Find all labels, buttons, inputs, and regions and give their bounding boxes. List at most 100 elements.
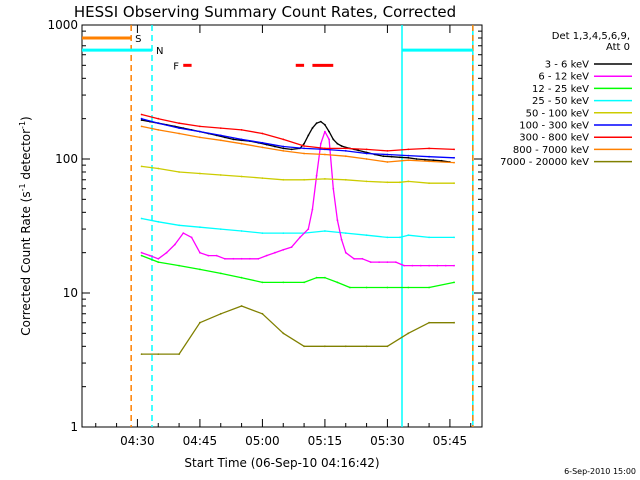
series-point-5 xyxy=(261,141,264,144)
series-point-8 xyxy=(365,345,368,348)
series-point-4 xyxy=(344,178,347,181)
series-point-4 xyxy=(303,178,305,181)
series-line-8 xyxy=(141,305,455,355)
series-point-7 xyxy=(365,158,368,160)
series-point-2 xyxy=(199,268,201,271)
series-point-1 xyxy=(344,251,347,254)
series-point-6 xyxy=(282,138,285,141)
series-point-1 xyxy=(257,257,260,260)
series-point-1 xyxy=(453,264,455,267)
series-point-8 xyxy=(407,332,410,335)
series-point-7 xyxy=(240,142,243,145)
series-line-5 xyxy=(141,118,455,159)
series-point-4 xyxy=(399,181,401,184)
x-axis-label: Start Time (06-Sep-10 04:16:42) xyxy=(184,456,379,470)
series-line-2 xyxy=(141,254,455,289)
series-point-1 xyxy=(332,187,335,190)
series-point-4 xyxy=(140,165,143,168)
series-point-2 xyxy=(365,286,368,289)
legend-label-6: 300 - 800 keV xyxy=(519,133,589,144)
series-point-8 xyxy=(178,353,181,355)
legend-label-0: 3 - 6 keV xyxy=(545,60,589,71)
series-point-4 xyxy=(282,178,285,181)
series-point-1 xyxy=(311,208,314,211)
series-point-3 xyxy=(428,236,430,239)
series-point-7 xyxy=(140,125,143,128)
series-point-1 xyxy=(403,264,405,267)
series-point-7 xyxy=(324,153,326,156)
series-point-3 xyxy=(399,236,401,239)
series-point-7 xyxy=(282,150,285,152)
series-point-2 xyxy=(453,281,455,284)
series-point-1 xyxy=(307,228,310,231)
x-tick-label-2: 05:00 xyxy=(245,434,280,448)
series-point-1 xyxy=(324,130,326,133)
series-point-0 xyxy=(440,159,443,162)
series-point-3 xyxy=(140,217,143,220)
flag-bars: S NF xyxy=(82,34,473,72)
series-point-1 xyxy=(436,264,439,267)
series-point-0 xyxy=(382,155,385,158)
series-point-4 xyxy=(240,175,243,178)
series-point-8 xyxy=(157,353,160,355)
series-point-1 xyxy=(328,138,330,141)
timestamp: 6-Sep-2010 15:00 xyxy=(564,467,636,476)
series-point-0 xyxy=(324,123,326,126)
series-point-7 xyxy=(261,146,264,149)
series-point-2 xyxy=(324,276,326,279)
series-point-0 xyxy=(336,142,339,145)
series-point-1 xyxy=(340,238,343,241)
series-point-8 xyxy=(428,321,430,324)
chart-title: HESSI Observing Summary Count Rates, Cor… xyxy=(74,3,456,21)
y-tick-label-0: 1 xyxy=(70,420,78,434)
series-point-0 xyxy=(357,149,360,152)
series-point-8 xyxy=(219,312,222,315)
series-point-6 xyxy=(324,147,326,150)
series-point-0 xyxy=(311,127,314,129)
series-point-8 xyxy=(140,353,143,355)
x-tick-label-0: 04:30 xyxy=(120,434,155,448)
series-point-1 xyxy=(240,257,243,260)
series-point-6 xyxy=(140,113,143,116)
series-point-6 xyxy=(240,129,243,131)
series-point-3 xyxy=(453,236,455,239)
series-point-5 xyxy=(219,134,222,137)
series-point-0 xyxy=(303,142,305,145)
series-point-1 xyxy=(249,257,251,260)
series-point-8 xyxy=(386,345,389,348)
series-point-3 xyxy=(199,226,201,229)
series-point-1 xyxy=(157,257,160,260)
series-point-3 xyxy=(282,232,285,235)
series-point-4 xyxy=(453,182,455,185)
legend-label-5: 100 - 300 keV xyxy=(519,121,589,132)
series-point-7 xyxy=(178,132,181,135)
y-axis-label: Corrected Count Rate (s-1 detector-1) xyxy=(18,116,33,335)
series-point-1 xyxy=(386,261,389,263)
series-point-2 xyxy=(386,286,389,289)
vertical-markers xyxy=(130,25,474,427)
series-point-2 xyxy=(178,264,181,267)
series-point-8 xyxy=(282,332,285,335)
series-point-4 xyxy=(407,180,410,183)
series-point-1 xyxy=(299,236,301,239)
series-point-0 xyxy=(407,156,410,159)
series-point-6 xyxy=(219,127,222,129)
series-point-5 xyxy=(178,127,181,129)
legend-header-1: Det 1,3,4,5,6,9, xyxy=(552,31,630,42)
legend-label-2: 12 - 25 keV xyxy=(532,84,589,95)
series-point-1 xyxy=(149,254,151,257)
series-point-8 xyxy=(240,305,243,307)
series-point-0 xyxy=(224,136,226,139)
series-point-3 xyxy=(261,232,264,235)
legend-label-3: 25 - 50 keV xyxy=(532,96,589,107)
series-point-1 xyxy=(411,264,414,267)
series-point-1 xyxy=(215,254,218,257)
series-point-1 xyxy=(182,232,185,235)
series-point-3 xyxy=(178,224,181,227)
series-point-1 xyxy=(369,261,372,263)
series-point-4 xyxy=(157,167,160,170)
series-point-0 xyxy=(232,138,235,141)
series-point-8 xyxy=(324,345,326,348)
series-point-4 xyxy=(178,171,181,173)
